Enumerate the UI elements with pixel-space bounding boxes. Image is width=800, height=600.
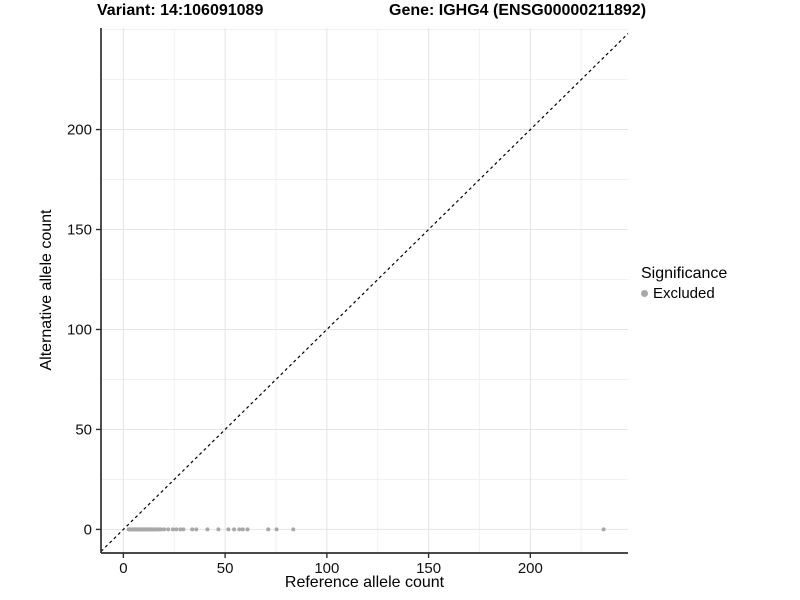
data-point	[226, 527, 231, 532]
x-tick-label: 200	[518, 560, 543, 577]
data-point	[174, 527, 179, 532]
data-point	[266, 527, 271, 532]
data-point	[245, 527, 250, 532]
data-point	[181, 527, 186, 532]
data-point	[274, 527, 279, 532]
data-point	[216, 527, 221, 532]
legend-item-label: Excluded	[653, 285, 715, 302]
data-point	[178, 527, 183, 532]
variant-title: Variant: 14:106091089	[97, 2, 264, 19]
x-tick-label: 150	[416, 560, 441, 577]
data-point	[232, 527, 237, 532]
data-point	[240, 527, 245, 532]
x-tick-label: 50	[217, 560, 234, 577]
excluded-point-icon	[641, 290, 648, 297]
data-point	[162, 527, 167, 532]
data-point	[194, 527, 199, 532]
y-tick-label: 150	[67, 222, 92, 239]
data-point	[205, 527, 210, 532]
y-tick-label: 0	[84, 521, 92, 538]
data-point	[190, 527, 195, 532]
x-tick-label: 100	[314, 560, 339, 577]
data-point	[601, 527, 606, 532]
data-point	[291, 527, 296, 532]
gene-title: Gene: IGHG4 (ENSG00000211892)	[389, 2, 647, 19]
y-tick-label: 100	[67, 321, 92, 338]
x-tick-label: 0	[119, 560, 127, 577]
legend-title: Significance	[641, 265, 728, 282]
y-tick-label: 50	[75, 421, 92, 438]
x-axis-title: Reference allele count	[284, 574, 445, 591]
y-tick-label: 200	[67, 122, 92, 139]
legend-item-excluded: Excluded	[641, 285, 727, 302]
data-point	[159, 527, 164, 532]
data-point	[237, 527, 242, 532]
data-point	[166, 527, 171, 532]
identity-line	[100, 33, 629, 552]
data-point	[170, 527, 175, 532]
legend: Significance Excluded	[641, 265, 727, 302]
y-axis-title: Alternative allele count	[38, 209, 55, 371]
